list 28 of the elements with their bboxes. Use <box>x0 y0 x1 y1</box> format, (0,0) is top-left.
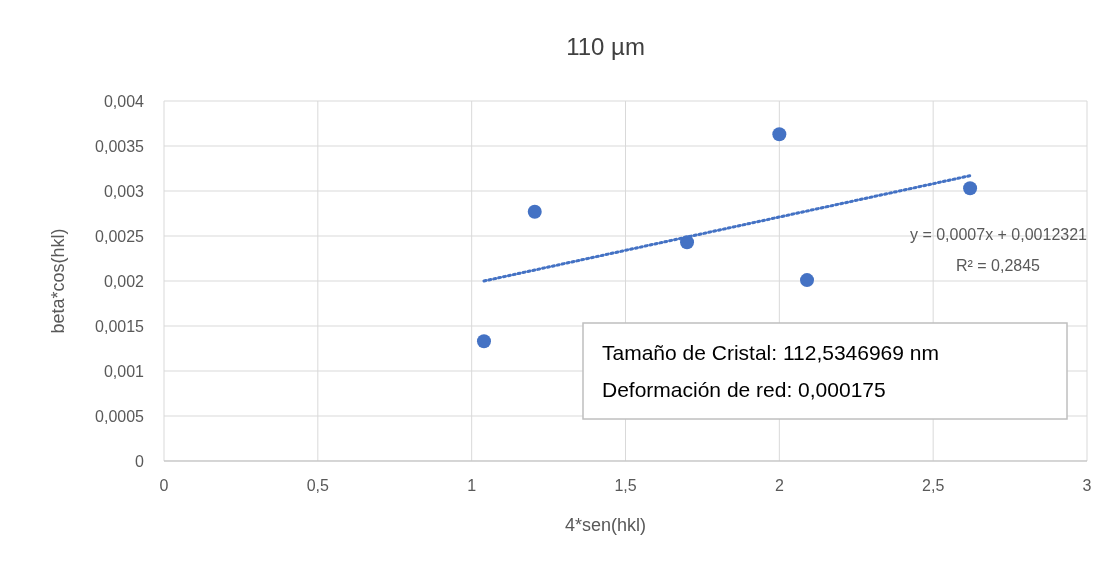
x-tick-label: 2,5 <box>922 477 945 494</box>
y-axis-title: beta*cos(hkl) <box>48 228 68 334</box>
y-tick-label: 0,001 <box>103 363 145 380</box>
annotation: y = 0,0007x + 0,0012321 <box>909 226 1088 243</box>
point <box>800 273 815 288</box>
y-tick-label: 0,0015 <box>95 318 145 335</box>
chart-title: 110 µm <box>566 33 645 60</box>
y-tick-label: 0 <box>135 453 145 470</box>
annotation: R² = 0,2845 <box>955 257 1041 274</box>
point <box>772 127 787 142</box>
point <box>527 204 542 219</box>
x-tick-label: 0 <box>159 477 169 494</box>
y-tick-label: 0,0025 <box>95 228 145 245</box>
point <box>963 181 978 196</box>
y-tick-label: 0,0035 <box>95 138 145 155</box>
x-tick-label: 1,5 <box>614 477 637 494</box>
y-tick-label: 0,003 <box>103 183 145 200</box>
y-tick-label: 0,002 <box>103 273 145 290</box>
annotation: Deformación de red: 0,000175 <box>602 378 886 401</box>
x-tick-label: 0,5 <box>306 477 330 494</box>
annotation: Tamaño de Cristal: 112,5346969 nm <box>602 341 939 364</box>
x-tick-label: 2 <box>774 477 784 494</box>
x-axis-title: 4*sen(hkl) <box>564 515 647 535</box>
point <box>476 334 491 349</box>
x-tick-label: 3 <box>1082 477 1092 494</box>
y-tick-label: 0,004 <box>103 93 145 110</box>
x-tick-label: 1 <box>467 477 477 494</box>
y-tick-label: 0,0005 <box>95 408 145 425</box>
